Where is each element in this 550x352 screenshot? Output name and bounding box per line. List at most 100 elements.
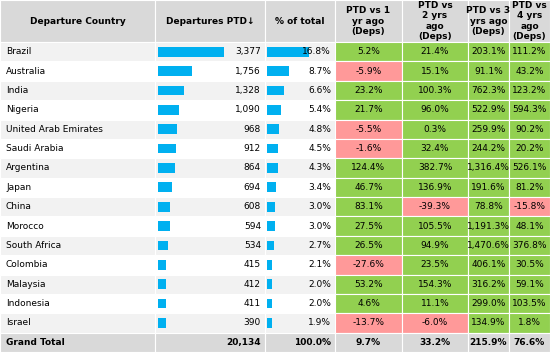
- Bar: [265, 313, 335, 333]
- Bar: [0, 178, 155, 197]
- Bar: [267, 221, 274, 231]
- Text: 11.1%: 11.1%: [421, 299, 449, 308]
- Bar: [265, 42, 335, 61]
- Text: 2.0%: 2.0%: [308, 280, 331, 289]
- Bar: [155, 178, 265, 197]
- Text: 53.2%: 53.2%: [354, 280, 383, 289]
- Bar: [155, 42, 265, 61]
- Bar: [155, 158, 265, 178]
- Text: 526.1%: 526.1%: [512, 163, 547, 172]
- Text: 864: 864: [244, 163, 261, 172]
- Bar: [468, 236, 509, 255]
- Bar: [267, 260, 272, 270]
- Bar: [335, 197, 402, 216]
- Text: 203.1%: 203.1%: [471, 47, 505, 56]
- Bar: [335, 294, 402, 313]
- Bar: [402, 158, 468, 178]
- Bar: [155, 197, 265, 216]
- Bar: [158, 182, 172, 192]
- Bar: [267, 182, 276, 192]
- Bar: [267, 163, 278, 173]
- Bar: [267, 202, 274, 212]
- Text: 406.1%: 406.1%: [471, 260, 505, 269]
- Text: 15.1%: 15.1%: [421, 67, 449, 76]
- Text: 111.2%: 111.2%: [512, 47, 547, 56]
- Text: 20.2%: 20.2%: [515, 144, 544, 153]
- Text: Brazil: Brazil: [6, 47, 31, 56]
- Bar: [335, 0, 402, 42]
- Bar: [267, 66, 289, 76]
- Text: 0.3%: 0.3%: [424, 125, 447, 134]
- Bar: [335, 333, 402, 352]
- Text: 3.4%: 3.4%: [308, 183, 331, 192]
- Text: 136.9%: 136.9%: [418, 183, 452, 192]
- Text: 1,191.3%: 1,191.3%: [467, 221, 510, 231]
- Bar: [509, 216, 550, 236]
- Bar: [267, 86, 283, 95]
- Bar: [0, 61, 155, 81]
- Bar: [402, 333, 468, 352]
- Bar: [468, 255, 509, 275]
- Text: Australia: Australia: [6, 67, 46, 76]
- Text: Morocco: Morocco: [6, 221, 44, 231]
- Bar: [335, 81, 402, 100]
- Text: 96.0%: 96.0%: [421, 105, 449, 114]
- Text: -13.7%: -13.7%: [353, 319, 384, 327]
- Text: 83.1%: 83.1%: [354, 202, 383, 211]
- Bar: [158, 318, 166, 328]
- Text: -6.0%: -6.0%: [422, 319, 448, 327]
- Text: 124.4%: 124.4%: [351, 163, 386, 172]
- Text: 91.1%: 91.1%: [474, 67, 503, 76]
- Bar: [402, 119, 468, 139]
- Bar: [0, 313, 155, 333]
- Text: -5.5%: -5.5%: [355, 125, 382, 134]
- Text: 23.5%: 23.5%: [421, 260, 449, 269]
- Bar: [0, 158, 155, 178]
- Bar: [509, 255, 550, 275]
- Bar: [265, 333, 335, 352]
- Text: 1.8%: 1.8%: [518, 319, 541, 327]
- Text: 259.9%: 259.9%: [471, 125, 505, 134]
- Bar: [265, 236, 335, 255]
- Text: 100.0%: 100.0%: [294, 338, 331, 347]
- Text: 191.6%: 191.6%: [471, 183, 506, 192]
- Text: PTD vs
2 yrs
ago
(Deps): PTD vs 2 yrs ago (Deps): [417, 1, 452, 40]
- Bar: [509, 158, 550, 178]
- Bar: [155, 313, 265, 333]
- Text: Colombia: Colombia: [6, 260, 48, 269]
- Text: Japan: Japan: [6, 183, 31, 192]
- Bar: [402, 294, 468, 313]
- Bar: [267, 318, 272, 328]
- Text: 299.0%: 299.0%: [471, 299, 505, 308]
- Bar: [0, 236, 155, 255]
- Bar: [267, 124, 279, 134]
- Text: 90.2%: 90.2%: [515, 125, 544, 134]
- Bar: [155, 275, 265, 294]
- Bar: [509, 61, 550, 81]
- Bar: [155, 255, 265, 275]
- Bar: [335, 61, 402, 81]
- Text: 316.2%: 316.2%: [471, 280, 505, 289]
- Text: 21.4%: 21.4%: [421, 47, 449, 56]
- Text: United Arab Emirates: United Arab Emirates: [6, 125, 103, 134]
- Bar: [155, 294, 265, 313]
- Bar: [509, 100, 550, 119]
- Bar: [158, 299, 166, 308]
- Text: 2.0%: 2.0%: [308, 299, 331, 308]
- Bar: [509, 197, 550, 216]
- Text: PTD vs
4 yrs
ago
(Deps): PTD vs 4 yrs ago (Deps): [512, 1, 547, 40]
- Bar: [468, 119, 509, 139]
- Text: 762.3%: 762.3%: [471, 86, 505, 95]
- Bar: [509, 0, 550, 42]
- Text: 968: 968: [244, 125, 261, 134]
- Bar: [468, 216, 509, 236]
- Bar: [158, 202, 170, 212]
- Bar: [335, 216, 402, 236]
- Text: Departure Country: Departure Country: [30, 17, 125, 25]
- Bar: [509, 333, 550, 352]
- Text: 134.9%: 134.9%: [471, 319, 505, 327]
- Bar: [267, 105, 280, 115]
- Text: Malaysia: Malaysia: [6, 280, 46, 289]
- Bar: [468, 0, 509, 42]
- Bar: [265, 294, 335, 313]
